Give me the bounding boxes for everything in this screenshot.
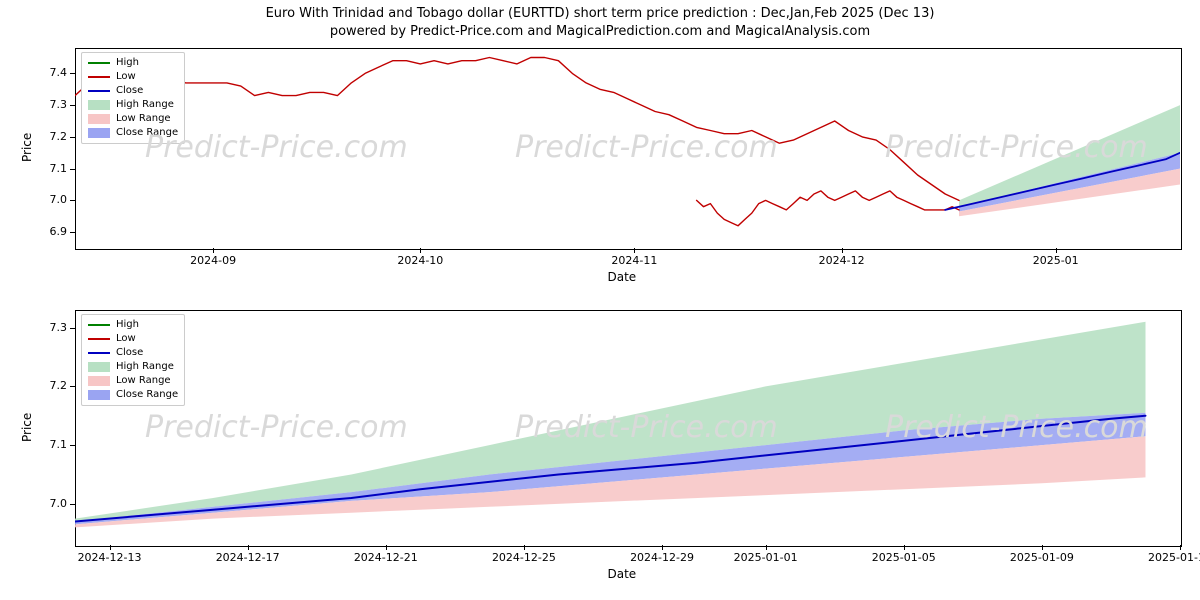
legend-swatch xyxy=(88,362,110,372)
legend-item: Low Range xyxy=(88,374,178,388)
legend-swatch xyxy=(88,352,110,354)
legend-label: Close xyxy=(116,346,143,360)
bottom-chart-svg xyxy=(0,0,1200,600)
legend-item: Close xyxy=(88,346,178,360)
legend-item: High xyxy=(88,318,178,332)
legend-item: Low xyxy=(88,332,178,346)
legend-swatch xyxy=(88,390,110,400)
legend-label: High xyxy=(116,318,139,332)
legend-label: Low Range xyxy=(116,374,171,388)
legend-label: High Range xyxy=(116,360,174,374)
legend-swatch xyxy=(88,324,110,326)
legend-item: Close Range xyxy=(88,388,178,402)
legend-label: Low xyxy=(116,332,136,346)
legend-swatch xyxy=(88,376,110,386)
legend-swatch xyxy=(88,338,110,340)
figure: Euro With Trinidad and Tobago dollar (EU… xyxy=(0,0,1200,600)
bottom-legend: HighLowCloseHigh RangeLow RangeClose Ran… xyxy=(81,314,185,406)
legend-label: Close Range xyxy=(116,388,178,402)
legend-item: High Range xyxy=(88,360,178,374)
